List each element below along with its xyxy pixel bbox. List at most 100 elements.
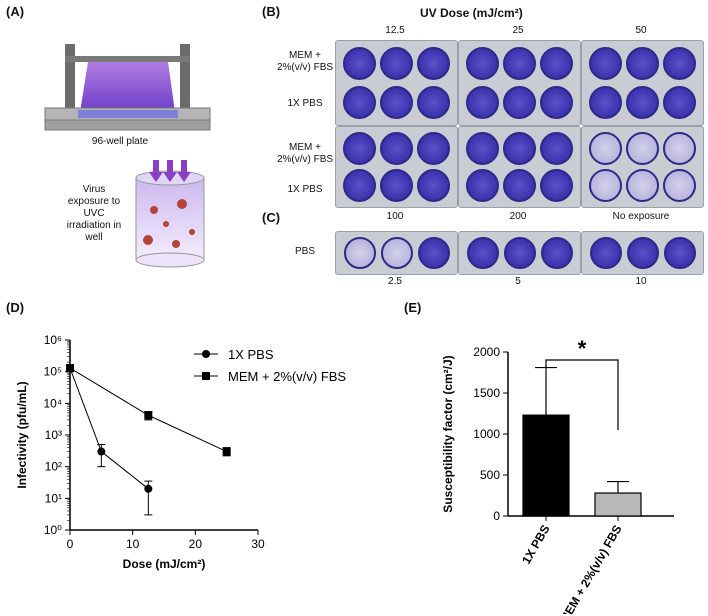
well [417, 169, 450, 202]
plate-photo [335, 126, 458, 208]
plate-label: 96-well plate [91, 136, 149, 147]
well [343, 132, 376, 165]
row-label-mem: MEM + 2%(v/v) FBS [270, 142, 340, 166]
well [380, 47, 413, 80]
dose-label: 2.5 [388, 276, 402, 287]
row-label-pbs-c: PBS [294, 246, 315, 257]
well [466, 47, 499, 80]
dose-label: 100 [386, 211, 404, 222]
susceptibility-chart: 0 500 1000 1500 2000 Susceptibility factor (c… [441, 336, 674, 614]
exposure-line: UVC [83, 208, 105, 219]
plate-photo [581, 231, 704, 275]
dose-label: 50 [635, 25, 647, 36]
well [663, 132, 696, 165]
well [343, 86, 376, 119]
well [626, 86, 659, 119]
well [626, 47, 659, 80]
well [589, 132, 622, 165]
panel-a-label: (A) [6, 4, 25, 19]
bar [594, 492, 642, 517]
well [589, 169, 622, 202]
row-label-pbs: 1X PBS [287, 184, 323, 195]
category-label: 1X PBS [519, 523, 552, 567]
well [343, 169, 376, 202]
apparatus-left-post [65, 44, 75, 114]
legend-marker [202, 372, 210, 380]
dose-label: 5 [515, 276, 521, 287]
well [540, 169, 573, 202]
plate-photo [335, 231, 458, 275]
legend-label: 1X PBS [228, 347, 274, 362]
plate-photo [581, 126, 704, 208]
well [503, 47, 536, 80]
uv-apparatus-illustration [44, 44, 211, 131]
x-tick-label: 10 [126, 537, 140, 551]
uv-lamp-bar [65, 56, 190, 62]
y-axis-label: Susceptibility factor (cm²/J) [441, 355, 455, 512]
exposure-line: exposure to [67, 196, 121, 207]
data-point [144, 484, 153, 493]
exposure-line: Virus [82, 184, 106, 195]
well [540, 237, 573, 269]
bar [522, 414, 570, 517]
well [589, 86, 622, 119]
dose-label: 200 [509, 211, 527, 222]
well [466, 132, 499, 165]
well [380, 86, 413, 119]
exposure-line: irradiation in [66, 220, 122, 231]
row-label-pbs: 1X PBS [287, 98, 323, 109]
row-label-line: MEM + [289, 142, 321, 153]
uv-arrows [149, 160, 191, 182]
y-tick-label: 1500 [473, 386, 500, 400]
panel-c-label: (C) [262, 210, 281, 225]
well [663, 237, 696, 269]
dose-label: 10 [635, 276, 647, 287]
well [589, 47, 622, 80]
dose-label: 25 [512, 25, 524, 36]
well [626, 132, 659, 165]
panel-e-label: (E) [404, 300, 422, 315]
y-tick-label: 10⁵ [44, 365, 62, 379]
y-tick-label: 1000 [473, 427, 500, 441]
well [663, 169, 696, 202]
data-point [222, 447, 231, 456]
well [466, 237, 499, 269]
y-tick-label: 10⁴ [43, 396, 62, 410]
legend-label: MEM + 2%(v/v) FBS [228, 369, 346, 384]
well [343, 237, 376, 269]
plate-photo [458, 40, 581, 126]
well [540, 86, 573, 119]
exposure-caption: Virus exposure to UVC irradiation in wel… [56, 184, 132, 244]
well [380, 132, 413, 165]
plate-photo [458, 126, 581, 208]
dose-label: No exposure [612, 211, 670, 222]
row-label-line: 2%(v/v) FBS [276, 62, 334, 73]
well [503, 169, 536, 202]
y-tick-label: 10³ [45, 428, 62, 442]
legend-marker [202, 350, 210, 358]
y-axis-label: Infectivity (pfu/mL) [15, 381, 29, 488]
well [417, 132, 450, 165]
well [589, 237, 622, 269]
well [503, 86, 536, 119]
significance-bracket [545, 359, 619, 430]
uv-light-beam [80, 62, 175, 112]
data-point [66, 364, 74, 373]
x-tick-label: 0 [67, 537, 74, 551]
apparatus-right-post [180, 44, 190, 114]
panel-b-label: (B) [262, 4, 281, 19]
well [540, 47, 573, 80]
well [626, 169, 659, 202]
plate-photo [458, 231, 581, 275]
well [540, 132, 573, 165]
significance-star: * [578, 336, 587, 361]
well [343, 47, 376, 80]
row-label-line: MEM + [289, 50, 321, 61]
well [380, 169, 413, 202]
well-plate-icon [78, 110, 178, 118]
panel-d-label: (D) [6, 300, 25, 315]
dose-label: 12.5 [385, 25, 405, 36]
x-tick-label: 30 [251, 537, 265, 551]
well [417, 47, 450, 80]
well [380, 237, 413, 269]
